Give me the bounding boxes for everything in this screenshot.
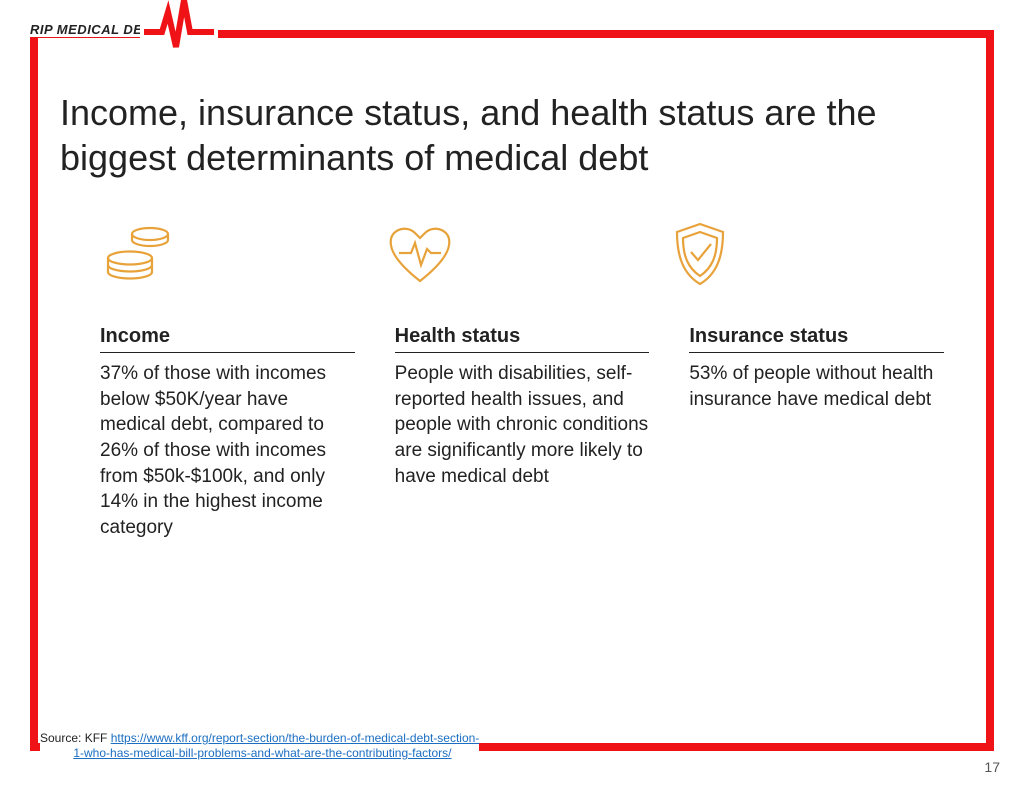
source-link-cont[interactable]: 1-who-has-medical-bill-problems-and-what… bbox=[73, 746, 451, 760]
column-health-status: Health status People with disabilities, … bbox=[395, 325, 650, 540]
heartbeat-logo-icon bbox=[140, 0, 218, 55]
heart-pulse-icon bbox=[380, 215, 460, 295]
column-heading: Income bbox=[100, 325, 355, 353]
source-citation: Source: KFF https://www.kff.org/report-s… bbox=[40, 729, 479, 763]
shield-check-icon bbox=[660, 215, 740, 295]
column-body: People with disabilities, self-reported … bbox=[395, 361, 650, 489]
columns-row: Income 37% of those with incomes below $… bbox=[100, 325, 944, 540]
icons-row bbox=[100, 215, 944, 295]
column-heading: Health status bbox=[395, 325, 650, 353]
column-body: 53% of people without health insurance h… bbox=[689, 361, 944, 412]
slide-title: Income, insurance status, and health sta… bbox=[60, 90, 964, 180]
page-number: 17 bbox=[984, 759, 1000, 775]
column-body: 37% of those with incomes below $50K/yea… bbox=[100, 361, 355, 540]
coins-icon bbox=[100, 215, 180, 295]
column-insurance-status: Insurance status 53% of people without h… bbox=[689, 325, 944, 540]
source-prefix: Source: KFF bbox=[40, 731, 111, 745]
source-link[interactable]: https://www.kff.org/report-section/the-b… bbox=[111, 731, 480, 745]
column-heading: Insurance status bbox=[689, 325, 944, 353]
column-income: Income 37% of those with incomes below $… bbox=[100, 325, 355, 540]
